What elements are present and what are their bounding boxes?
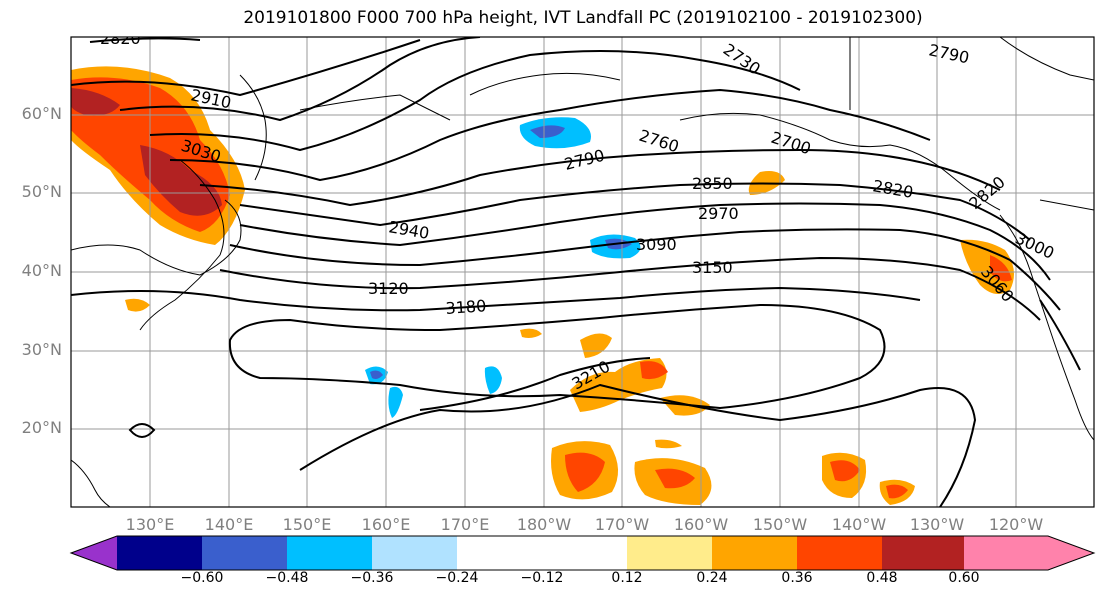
colorbar-extend-low — [71, 536, 117, 570]
colorbar-extend-high — [964, 536, 1094, 570]
colorbar-segment — [287, 536, 372, 570]
contour-label: 3150 — [692, 258, 733, 277]
colorbar-segment — [372, 536, 457, 570]
colorbar-tick-label: −0.24 — [435, 570, 479, 586]
colorbar-segment — [542, 536, 627, 570]
lon-label: 180°W — [516, 515, 572, 534]
colorbar-segment — [457, 536, 542, 570]
contour-label: 2850 — [692, 174, 733, 193]
colorbar-tick-label: 0.12 — [611, 570, 643, 586]
lon-label: 130°E — [125, 515, 175, 534]
lon-label: 150°W — [752, 515, 808, 534]
map-title: 2019101800 F000 700 hPa height, IVT Land… — [243, 8, 923, 28]
lon-label: 140°W — [831, 515, 887, 534]
lon-label: 160°E — [361, 515, 411, 534]
contour-label: 3180 — [445, 296, 487, 318]
colorbar-tick-label: −0.36 — [350, 570, 394, 586]
colorbar-segment — [882, 536, 964, 570]
lat-label: 60°N — [21, 104, 62, 123]
colorbar-segment — [797, 536, 882, 570]
lon-label: 170°E — [440, 515, 490, 534]
coastlines — [71, 37, 1094, 507]
lon-label: 140°E — [204, 515, 254, 534]
colorbar-tick-label: −0.12 — [520, 570, 564, 586]
colorbar-segment — [712, 536, 797, 570]
lon-label: 130°W — [909, 515, 965, 534]
colorbar-tick-label: 0.36 — [781, 570, 813, 586]
contour-label: 2820 — [100, 29, 141, 48]
colorbar-segment — [202, 536, 287, 570]
colorbar-segment — [627, 536, 712, 570]
colorbar-tick-label: 0.48 — [866, 570, 898, 586]
colorbar-tick-label: −0.60 — [180, 570, 224, 586]
contour-label: 3090 — [636, 235, 677, 254]
lat-label: 50°N — [21, 182, 62, 201]
lon-label: 170°W — [594, 515, 650, 534]
height-contours — [71, 37, 1081, 507]
colorbar-segment — [117, 536, 202, 570]
map-frame — [70, 36, 1095, 508]
contour-label: 3120 — [368, 279, 409, 298]
colorbar-tick-label: −0.48 — [265, 570, 309, 586]
lat-label: 40°N — [21, 261, 62, 280]
lat-label: 20°N — [21, 418, 62, 437]
lat-label: 30°N — [21, 340, 62, 359]
lon-label: 120°W — [988, 515, 1044, 534]
contour-label: 2970 — [698, 204, 739, 223]
lon-label: 150°E — [282, 515, 332, 534]
lon-label: 160°W — [673, 515, 729, 534]
colorbar-tick-label: 0.24 — [696, 570, 728, 586]
colorbar — [69, 535, 1096, 571]
colorbar-tick-label: 0.60 — [948, 570, 980, 586]
